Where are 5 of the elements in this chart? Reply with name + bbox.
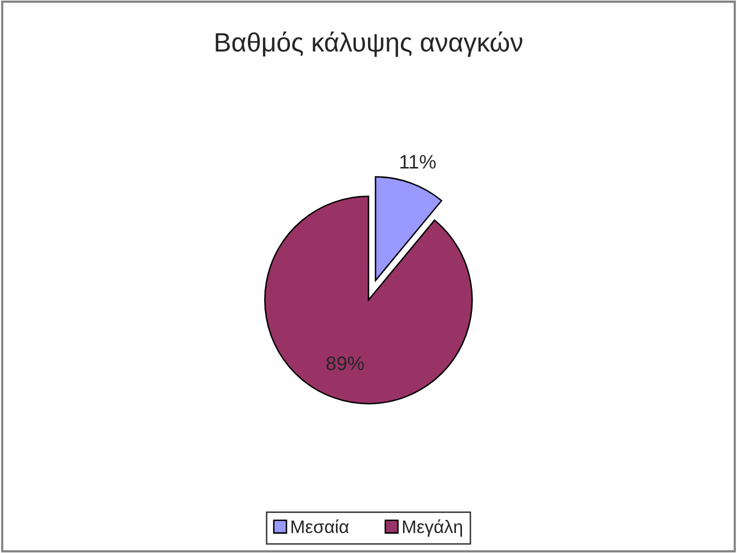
data-label: 11% — [400, 155, 436, 169]
chart-title: Βαθμός κάλυψης αναγκών — [216, 32, 522, 57]
legend-label: Μεγάλη — [403, 519, 462, 537]
legend-label: Μεσαία — [292, 519, 349, 534]
data-label: 89% — [326, 356, 364, 370]
